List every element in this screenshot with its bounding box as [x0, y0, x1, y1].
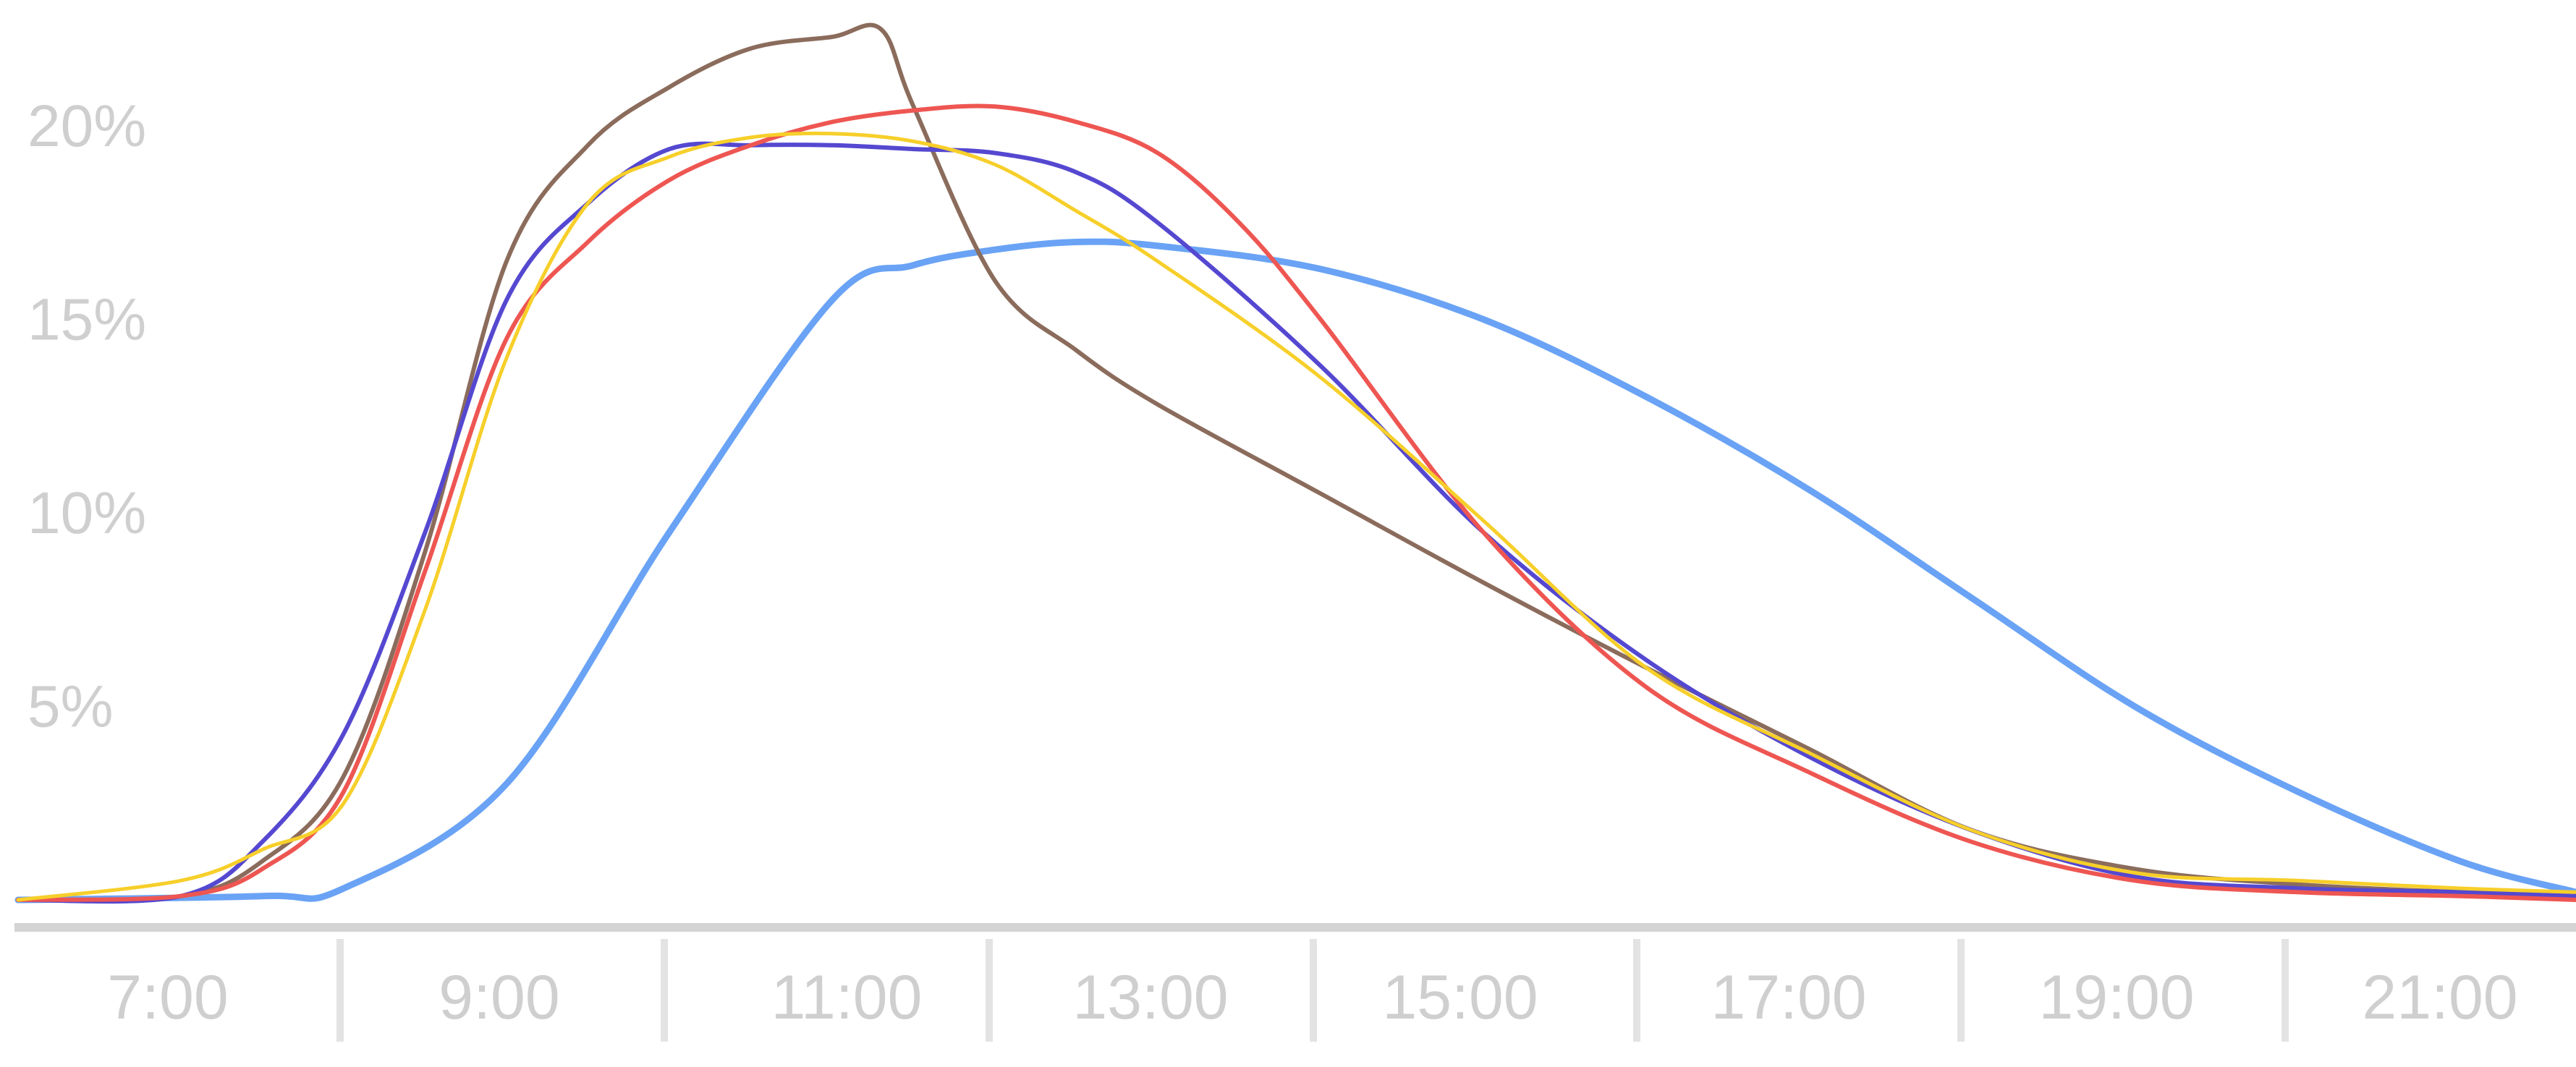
- y-tick-label: 15%: [27, 287, 146, 353]
- x-tick-label: 7:00: [107, 963, 228, 1032]
- y-axis-ticks: 5% 10% 15% 20%: [27, 93, 146, 740]
- x-tick-label: 15:00: [1382, 963, 1538, 1032]
- x-tick-label: 13:00: [1072, 963, 1228, 1032]
- x-tick-label: 11:00: [771, 963, 923, 1032]
- x-tick-label: 19:00: [2038, 963, 2194, 1032]
- series-line-4: [16, 103, 2576, 902]
- y-tick-label: 5%: [27, 674, 114, 740]
- y-tick-label: 20%: [27, 93, 146, 159]
- y-tick-label: 10%: [27, 480, 146, 546]
- plot-area: [14, 22, 2576, 904]
- x-tick-label: 21:00: [2362, 963, 2517, 1032]
- x-tick-label: 17:00: [1711, 963, 1866, 1032]
- series-line-5: [16, 131, 2576, 902]
- x-axis-ticks: 7:00 9:00 11:00 13:00 15:00 17:00 19:00 21:00: [107, 939, 2518, 1042]
- series-line-1: [14, 238, 2576, 904]
- x-tick-label: 9:00: [438, 963, 559, 1032]
- series-line-2: [16, 22, 2576, 903]
- series-line-3: [16, 141, 2576, 904]
